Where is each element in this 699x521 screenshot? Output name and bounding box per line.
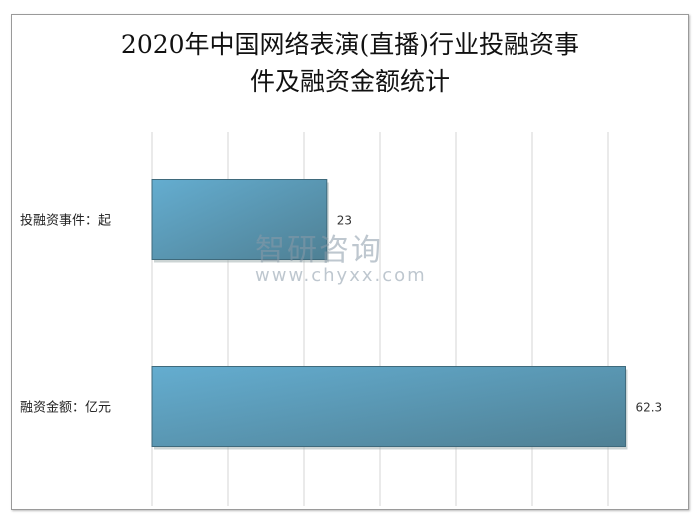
bar: [151, 179, 328, 260]
watermark-logo: 智研咨询: [255, 233, 383, 268]
watermark: 智研咨询 www.chyxx.com: [255, 225, 427, 286]
value-label: 23: [337, 214, 352, 228]
chart-title: 2020年中国网络表演(直播)行业投融资事 件及融资金额统计: [11, 26, 689, 100]
watermark-url: www.chyxx.com: [255, 265, 427, 286]
category-label: 投融资事件：起: [20, 213, 111, 229]
value-label: 62.3: [635, 401, 662, 415]
bar: [151, 366, 626, 447]
title-line-2: 件及融资金额统计: [249, 67, 450, 96]
category-label: 融资金额：亿元: [20, 400, 111, 416]
title-line-1: 2020年中国网络表演(直播)行业投融资事: [120, 30, 580, 59]
